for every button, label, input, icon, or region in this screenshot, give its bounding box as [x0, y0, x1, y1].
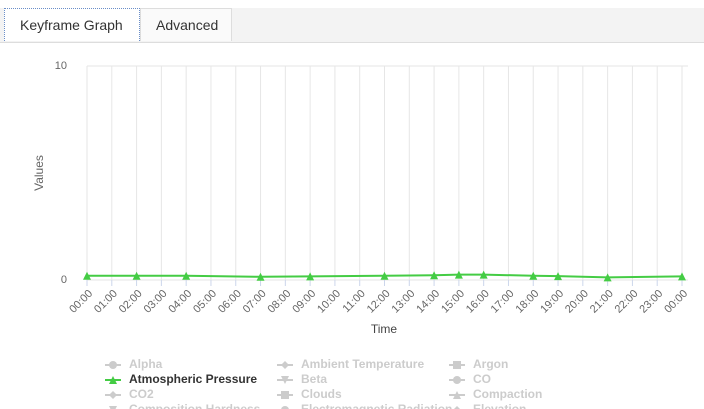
legend-item[interactable]: Argon [449, 357, 508, 371]
legend-label: CO2 [129, 387, 154, 401]
data-point [554, 272, 563, 281]
legend-item[interactable]: Clouds [277, 387, 342, 401]
legend-item[interactable]: Electromagnetic Radiation [277, 402, 452, 409]
data-point [430, 271, 439, 280]
x-tick-label: 05:00 [191, 288, 219, 316]
x-tick-label: 21:00 [588, 288, 616, 316]
x-tick-label: 12:00 [365, 288, 393, 316]
data-point [529, 271, 538, 280]
legend-symbol [281, 376, 289, 384]
data-point [380, 271, 389, 280]
legend-item[interactable]: Compaction [449, 387, 542, 401]
legend-label: Elevation [473, 402, 526, 409]
x-tick-label: 10:00 [315, 288, 343, 316]
legend-item[interactable]: Atmospheric Pressure [105, 372, 257, 386]
legend-item[interactable]: CO2 [105, 387, 154, 401]
legend-label: CO [473, 372, 491, 386]
x-tick-label: 20:00 [563, 288, 591, 316]
legend-symbol [109, 406, 117, 409]
legend-symbol [281, 361, 289, 369]
x-axis-title: Time [371, 322, 398, 336]
legend-symbol [453, 376, 461, 384]
legend-item[interactable]: Composition Hardness [105, 402, 261, 409]
data-point [182, 271, 191, 280]
legend-symbol [453, 361, 461, 369]
legend-label: Electromagnetic Radiation [301, 402, 452, 409]
legend-label: Compaction [473, 387, 542, 401]
x-tick-label: 14:00 [414, 288, 442, 316]
x-tick-label: 17:00 [489, 288, 517, 316]
x-tick-label: 03:00 [142, 288, 170, 316]
legend-label: Argon [473, 357, 508, 371]
y-axis-title: Values [32, 155, 46, 191]
data-point [454, 270, 463, 279]
legend-symbol [109, 376, 117, 384]
legend-symbol [281, 406, 289, 409]
x-tick-label: 16:00 [464, 288, 492, 316]
legend-item[interactable]: Alpha [105, 357, 163, 371]
x-tick-label: 06:00 [216, 288, 244, 316]
legend-symbol [109, 391, 117, 399]
x-tick-label: 04:00 [166, 288, 194, 316]
y-tick-label: 0 [61, 274, 67, 286]
x-tick-label: 22:00 [613, 288, 641, 316]
legend-symbol [454, 406, 460, 409]
x-tick-label: 01:00 [92, 288, 120, 316]
data-point [306, 272, 315, 281]
x-tick-label: 00:00 [67, 288, 95, 316]
legend-symbol [281, 391, 289, 399]
data-point [479, 270, 488, 279]
data-point [603, 273, 612, 282]
legend-item[interactable]: CO [449, 372, 491, 386]
x-tick-label: 02:00 [117, 288, 145, 316]
legend-label: Clouds [301, 387, 342, 401]
x-tick-label: 09:00 [290, 288, 318, 316]
data-point [83, 271, 91, 280]
x-tick-label: 11:00 [341, 288, 368, 315]
tab[interactable]: Keyframe Graph [4, 8, 140, 41]
x-tick-label: 19:00 [538, 288, 566, 316]
legend-label: Alpha [129, 357, 163, 371]
legend-label: Atmospheric Pressure [129, 372, 257, 386]
x-tick-label: 23:00 [637, 288, 665, 316]
data-point [132, 271, 141, 280]
legend-item[interactable]: Beta [277, 372, 327, 386]
x-tick-label: 15:00 [439, 288, 467, 316]
legend-item[interactable]: Ambient Temperature [277, 357, 424, 371]
x-tick-label: 18:00 [513, 288, 541, 316]
legend-label: Ambient Temperature [301, 357, 424, 371]
x-tick-label: 08:00 [266, 288, 294, 316]
y-tick-label: 10 [55, 60, 67, 72]
tab-bar: Keyframe Graph Advanced [0, 8, 704, 43]
legend-symbol [109, 361, 117, 369]
legend-label: Composition Hardness [129, 402, 261, 409]
legend-item[interactable]: Elevation [449, 402, 526, 409]
x-tick-label: 00:00 [662, 288, 690, 316]
legend-symbol [453, 391, 461, 399]
tab[interactable]: Advanced [140, 8, 232, 41]
x-tick-label: 13:00 [390, 288, 418, 316]
data-point [256, 272, 265, 281]
legend-label: Beta [301, 372, 327, 386]
x-tick-label: 07:00 [241, 288, 269, 316]
data-point [678, 272, 686, 281]
